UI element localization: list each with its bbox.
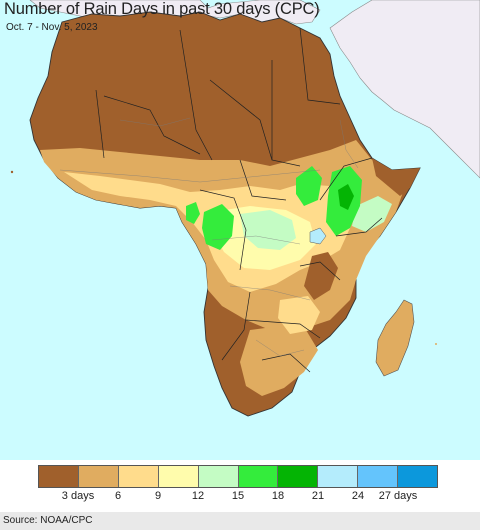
map-title: Number of Rain Days in past 30 days (CPC… <box>4 0 320 18</box>
legend-swatch <box>318 466 359 487</box>
admin-boundaries <box>59 117 359 357</box>
middle-east-land <box>329 0 480 179</box>
legend-tick-label: 9 <box>154 490 162 502</box>
green-cameroon <box>186 202 200 224</box>
map-subtitle: Oct. 7 - Nov. 5, 2023 <box>6 22 98 33</box>
green-gabon <box>202 204 234 250</box>
lake-victoria <box>309 227 327 245</box>
legend-tick-label: 21 <box>311 490 325 502</box>
source-credit: Source: NOAA/CPC <box>3 515 93 526</box>
island-dot <box>435 343 437 345</box>
madagascar-land <box>375 299 415 377</box>
legend: 3 days 6 9 12 15 18 21 24 27 days <box>0 460 480 512</box>
horn-dry <box>372 158 420 196</box>
island-dot <box>10 170 14 174</box>
legend-swatch <box>198 466 239 487</box>
darkgreen-ethiopia <box>338 184 354 210</box>
legend-tick-label: 3 days <box>61 490 95 502</box>
zambia-dry <box>304 252 338 300</box>
legend-tick-label: 18 <box>271 490 285 502</box>
legend-swatch <box>118 466 159 487</box>
legend-tick-label: 15 <box>231 490 245 502</box>
southern-moderate <box>240 326 318 396</box>
footer: Source: NOAA/CPC <box>0 512 480 530</box>
legend-tick-label: 6 <box>114 490 122 502</box>
map-canvas <box>10 0 480 417</box>
rain-days-map: Number of Rain Days in past 30 days (CPC… <box>0 0 480 460</box>
legend-tick-label: 27 days <box>378 490 418 502</box>
country-borders <box>95 27 383 373</box>
legend-tick-label: 24 <box>351 490 365 502</box>
light-green-congo <box>240 210 296 250</box>
legend-swatch <box>158 466 199 487</box>
legend-swatch <box>238 466 279 487</box>
legend-tick-label: 12 <box>191 490 205 502</box>
southern-yellow <box>278 296 320 334</box>
legend-swatch <box>39 466 79 487</box>
light-green-east <box>352 196 392 232</box>
legend-colorbar <box>38 465 438 488</box>
legend-swatch <box>358 466 399 487</box>
legend-swatch <box>278 466 319 487</box>
legend-swatch <box>398 466 438 487</box>
green-south-sudan <box>296 166 322 206</box>
legend-swatch <box>78 466 119 487</box>
